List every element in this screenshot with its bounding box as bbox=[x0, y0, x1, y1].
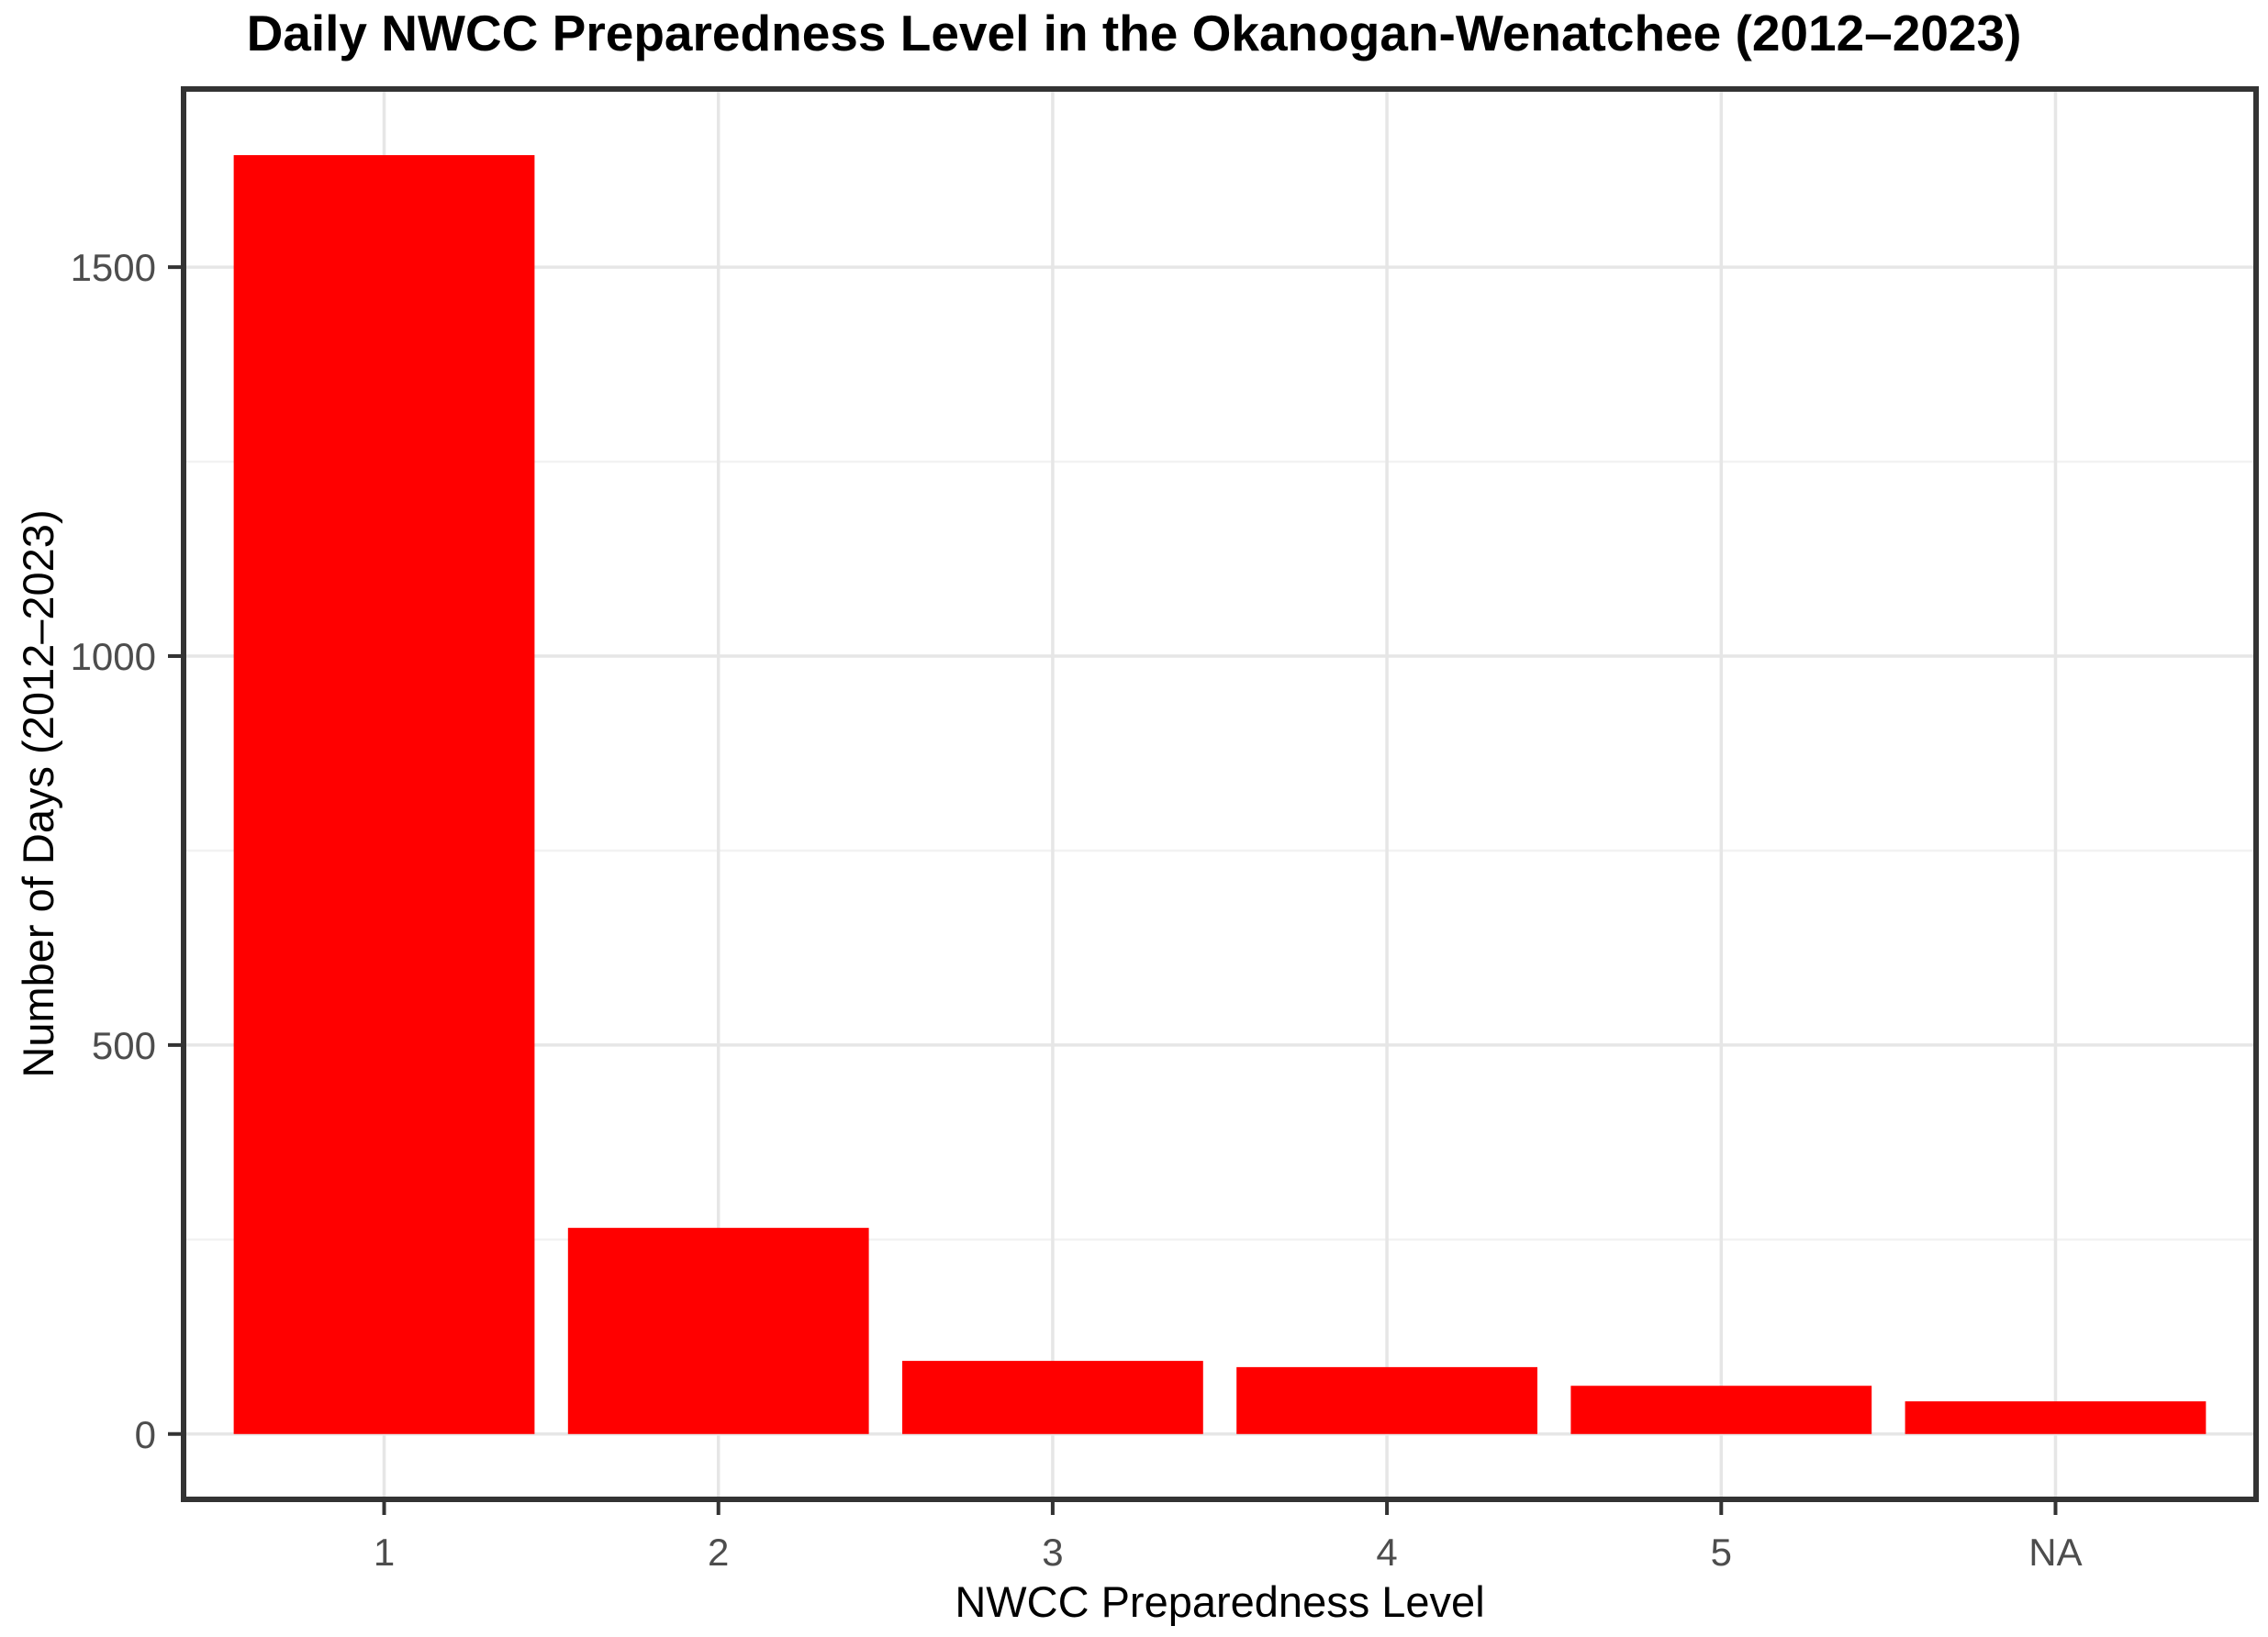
bar-level-1 bbox=[233, 155, 535, 1434]
bar-level-3 bbox=[902, 1361, 1203, 1434]
y-tick-label-1500: 1500 bbox=[71, 246, 156, 289]
x-tick-label-5: 5 bbox=[1711, 1531, 1732, 1574]
x-axis-title: NWCC Preparedness Level bbox=[955, 1577, 1484, 1626]
panel-border bbox=[181, 86, 2259, 1502]
chart-title: Daily NWCC Preparedness Level in the Oka… bbox=[246, 5, 2022, 61]
y-tick-label-1000: 1000 bbox=[71, 635, 156, 678]
x-tick-label-2: 2 bbox=[708, 1531, 729, 1574]
bar-level-5 bbox=[1570, 1386, 1872, 1434]
plot-panel: 0 500 1000 1500 1 2 3 4 5 NA bbox=[71, 86, 2259, 1574]
y-tick-label-500: 500 bbox=[92, 1024, 156, 1067]
x-tick-label-4: 4 bbox=[1376, 1531, 1397, 1574]
x-tick-label-NA: NA bbox=[2028, 1531, 2082, 1574]
y-axis-title: Number of Days (2012–2023) bbox=[14, 509, 62, 1077]
bar-level-NA bbox=[1905, 1401, 2207, 1434]
y-tick-label-0: 0 bbox=[135, 1413, 156, 1456]
x-tick-label-1: 1 bbox=[374, 1531, 395, 1574]
bar-level-2 bbox=[567, 1228, 869, 1434]
bar-level-4 bbox=[1236, 1366, 1537, 1434]
x-tick-label-3: 3 bbox=[1042, 1531, 1063, 1574]
